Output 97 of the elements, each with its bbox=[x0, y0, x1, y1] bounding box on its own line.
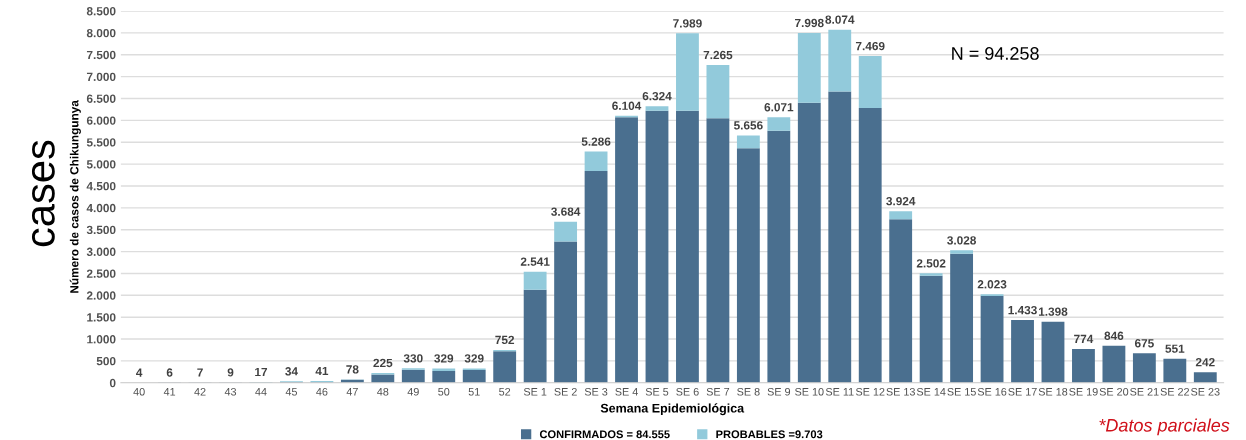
x-tick-label: SE 3 bbox=[584, 387, 608, 396]
text: cases bbox=[31, 140, 55, 247]
x-tick-label: 45 bbox=[285, 388, 298, 396]
total-label: 4 bbox=[136, 368, 143, 377]
x-tick-label: SE 4 bbox=[615, 387, 638, 396]
legend-label: CONFIRMADOS = 84.555 bbox=[539, 430, 670, 439]
x-tick-label: SE 1 bbox=[523, 387, 547, 396]
total-label: 7.265 bbox=[703, 50, 733, 60]
y-tick-label: 4.500 bbox=[86, 182, 116, 191]
total-label: 7.469 bbox=[855, 41, 885, 51]
x-tick-label: SE 7 bbox=[706, 387, 730, 396]
x-tick-label: 49 bbox=[407, 387, 419, 396]
y-tick-label: 6.500 bbox=[86, 94, 116, 103]
total-label: 675 bbox=[1134, 339, 1154, 348]
total-label: 9 bbox=[227, 368, 234, 377]
x-tick-label: 44 bbox=[255, 388, 267, 396]
x-tick-label: 51 bbox=[468, 388, 480, 396]
total-label: 2.502 bbox=[916, 259, 946, 268]
x-tick-label: 43 bbox=[224, 387, 237, 396]
total-label: 3.028 bbox=[947, 236, 977, 245]
total-label: 6.324 bbox=[642, 91, 672, 101]
y-tick-label: 3.500 bbox=[86, 225, 116, 235]
x-tick-label: SE 23 bbox=[1191, 387, 1220, 396]
total-label: 6 bbox=[166, 368, 173, 377]
x-tick-label: 47 bbox=[346, 388, 358, 396]
x-tick-label: SE 20 bbox=[1099, 387, 1129, 396]
total-label: 6.104 bbox=[612, 101, 642, 110]
y-tick-label: 1.000 bbox=[87, 335, 116, 344]
total-label: 78 bbox=[346, 365, 359, 374]
x-tick-label: 41 bbox=[163, 388, 176, 396]
total-label: 5.286 bbox=[581, 137, 611, 146]
legend-label: PROBABLES =9.703 bbox=[716, 430, 823, 439]
total-label: 242 bbox=[1195, 358, 1215, 367]
x-tick-label: SE 9 bbox=[767, 387, 791, 396]
x-tick-label: SE 19 bbox=[1069, 387, 1098, 396]
total-label: 7 bbox=[197, 368, 203, 377]
total-label: 846 bbox=[1104, 331, 1124, 340]
total-label: 3.924 bbox=[886, 196, 916, 206]
total-label: 2.023 bbox=[977, 280, 1007, 289]
x-tick-label: SE 5 bbox=[645, 387, 669, 396]
total-label: 774 bbox=[1074, 334, 1094, 343]
total-label: 3.684 bbox=[551, 207, 581, 216]
y-tick-label: 8.000 bbox=[86, 28, 116, 38]
x-tick-label: SE 18 bbox=[1038, 387, 1068, 396]
y-tick-label: 5.500 bbox=[86, 138, 116, 147]
x-tick-label: 40 bbox=[133, 387, 145, 396]
total-label: 225 bbox=[373, 358, 393, 368]
y-tick-label: 500 bbox=[96, 356, 116, 366]
x-tick-label: SE 11 bbox=[825, 387, 854, 396]
total-label: 6.071 bbox=[764, 103, 794, 112]
y-tick-label: 0 bbox=[109, 378, 116, 388]
total-label: 330 bbox=[403, 354, 423, 363]
total-label: 752 bbox=[495, 335, 515, 345]
total-label: 1.398 bbox=[1038, 307, 1068, 316]
total-label: 7.998 bbox=[795, 18, 824, 28]
x-axis-title: Semana Epidemiológica bbox=[600, 403, 745, 416]
x-tick-label: 48 bbox=[377, 387, 389, 396]
x-tick-label: 50 bbox=[438, 387, 450, 396]
annotation: N = 94.258 bbox=[952, 47, 1039, 60]
x-tick-label: SE 10 bbox=[795, 387, 824, 396]
total-label: 329 bbox=[464, 354, 484, 363]
y-tick-label: 5.000 bbox=[86, 160, 116, 169]
total-label: 7.989 bbox=[673, 19, 702, 28]
x-tick-label: SE 17 bbox=[1008, 387, 1037, 396]
x-tick-label: SE 15 bbox=[947, 387, 976, 396]
x-tick-label: SE 16 bbox=[977, 387, 1007, 396]
x-tick-label: 46 bbox=[316, 387, 328, 396]
x-tick-label: SE 8 bbox=[737, 387, 760, 396]
total-label: 2.541 bbox=[520, 257, 550, 266]
x-tick-label: SE 21 bbox=[1130, 387, 1159, 396]
y-axis-title: Número de casos de Chikungunya bbox=[69, 100, 81, 293]
total-label: 34 bbox=[285, 367, 298, 376]
y-tick-label: 2.500 bbox=[86, 269, 116, 278]
y-tick-label: 7.500 bbox=[86, 50, 116, 60]
y-tick-label: 4.000 bbox=[86, 203, 116, 213]
x-tick-label: SE 22 bbox=[1160, 387, 1190, 396]
x-tick-label: SE 12 bbox=[855, 387, 885, 396]
y-tick-label: 3.000 bbox=[86, 247, 116, 256]
total-label: 17 bbox=[255, 367, 268, 377]
total-label: 329 bbox=[434, 354, 454, 363]
x-tick-label: SE 14 bbox=[916, 387, 946, 396]
x-tick-label: 52 bbox=[499, 387, 511, 396]
x-tick-label: SE 13 bbox=[886, 387, 915, 396]
x-tick-label: SE 6 bbox=[676, 387, 699, 396]
y-tick-label: 2.000 bbox=[86, 291, 116, 300]
y-tick-label: 6.000 bbox=[86, 116, 116, 125]
total-label: 1.433 bbox=[1008, 305, 1037, 315]
y-tick-label: 7.000 bbox=[86, 72, 116, 82]
total-label: 5.656 bbox=[733, 121, 763, 130]
y-tick-label: 8.500 bbox=[86, 7, 116, 16]
x-tick-label: 42 bbox=[194, 387, 206, 396]
y-tick-label: 1.500 bbox=[87, 313, 116, 322]
text: *Datos parciales bbox=[1099, 418, 1230, 436]
x-tick-label: SE 2 bbox=[554, 387, 577, 396]
total-label: 41 bbox=[315, 366, 329, 376]
total-label: 551 bbox=[1165, 344, 1185, 353]
total-label: 8.074 bbox=[825, 15, 855, 24]
